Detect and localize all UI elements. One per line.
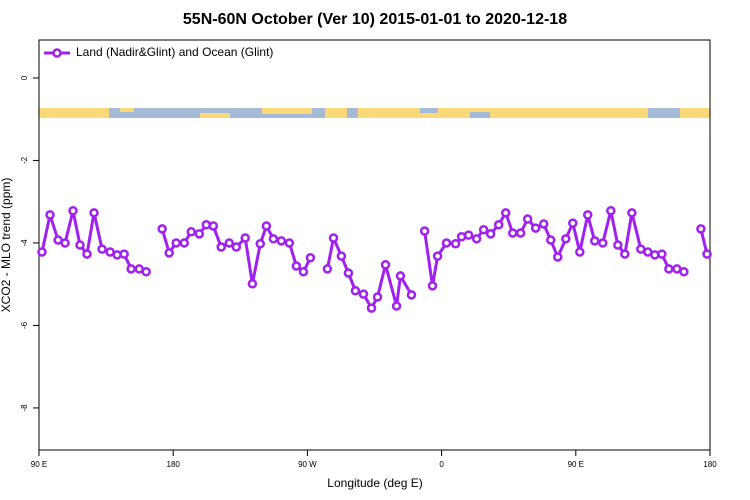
map-strip	[39, 108, 710, 118]
point	[358, 289, 369, 299]
point	[493, 220, 504, 230]
y-tick-label: -4	[20, 239, 29, 247]
point	[372, 292, 383, 302]
point	[240, 233, 250, 243]
point	[507, 228, 518, 238]
point	[419, 226, 430, 236]
legend-marker	[52, 48, 62, 58]
point	[186, 227, 196, 237]
point	[261, 221, 272, 231]
point	[620, 249, 630, 259]
point	[97, 244, 107, 254]
point	[589, 236, 600, 246]
point	[366, 303, 377, 313]
point	[60, 238, 70, 248]
point	[406, 290, 417, 300]
point	[291, 261, 302, 271]
point	[298, 267, 309, 277]
point	[208, 221, 219, 231]
point	[276, 236, 287, 246]
point	[432, 251, 443, 261]
point	[75, 240, 85, 250]
point	[89, 208, 99, 218]
point	[179, 238, 189, 248]
point	[553, 252, 563, 262]
point	[545, 235, 556, 245]
point	[45, 210, 55, 220]
point	[68, 206, 78, 216]
point	[427, 281, 438, 291]
point	[216, 242, 226, 252]
legend-label: Land (Nadir&Glint) and Ocean (Glint)	[76, 45, 273, 59]
point	[343, 268, 354, 278]
point	[627, 208, 637, 218]
point	[500, 208, 511, 218]
x-tick-label: 90 E	[31, 460, 47, 469]
point	[164, 248, 174, 258]
chart-title: 55N-60N October (Ver 10) 2015-01-01 to 2…	[183, 11, 567, 28]
x-tick-label: 90 E	[568, 460, 584, 469]
point	[37, 247, 47, 257]
point	[284, 238, 295, 248]
y-tick-label: -6	[20, 321, 29, 329]
point	[141, 267, 151, 277]
point	[171, 238, 181, 248]
point	[231, 242, 242, 252]
y-tick-label: -2	[20, 156, 29, 164]
point	[305, 253, 316, 263]
point	[380, 260, 391, 270]
point	[255, 239, 266, 249]
point	[696, 224, 706, 234]
y-tick-label: -8	[20, 404, 29, 412]
point	[157, 224, 167, 234]
x-tick-label: 90 W	[298, 460, 317, 469]
point	[657, 249, 667, 259]
point	[268, 234, 279, 244]
y-axis-label: XCO2 - MLO trend (ppm)	[0, 178, 13, 313]
x-tick-label: 180	[167, 460, 181, 469]
point	[322, 264, 333, 274]
point	[441, 238, 452, 248]
point	[538, 219, 549, 229]
point	[485, 229, 496, 239]
point	[702, 249, 712, 259]
point	[515, 228, 526, 238]
x-tick-label: 0	[439, 460, 444, 469]
x-axis-label: Longitude (deg E)	[327, 476, 422, 490]
point	[224, 238, 235, 248]
point	[391, 301, 402, 311]
point	[679, 267, 689, 277]
point	[561, 234, 571, 244]
point	[568, 218, 578, 228]
point	[522, 214, 533, 224]
point	[664, 264, 674, 274]
x-tick-label: 180	[703, 460, 717, 469]
y-tick-label: 0	[20, 75, 29, 80]
point	[194, 229, 205, 239]
point	[575, 247, 585, 257]
point	[328, 233, 339, 243]
plot-frame	[38, 39, 711, 451]
point	[126, 264, 136, 274]
point	[613, 240, 623, 250]
point	[350, 286, 361, 296]
point	[463, 230, 474, 240]
point	[82, 249, 92, 259]
point	[582, 210, 593, 220]
point	[119, 249, 129, 259]
point	[395, 271, 406, 281]
point	[478, 224, 489, 235]
point	[450, 239, 461, 249]
point	[530, 223, 541, 233]
point	[598, 238, 608, 248]
point	[471, 234, 482, 244]
point	[606, 206, 616, 216]
point	[247, 279, 258, 289]
point	[336, 251, 347, 261]
